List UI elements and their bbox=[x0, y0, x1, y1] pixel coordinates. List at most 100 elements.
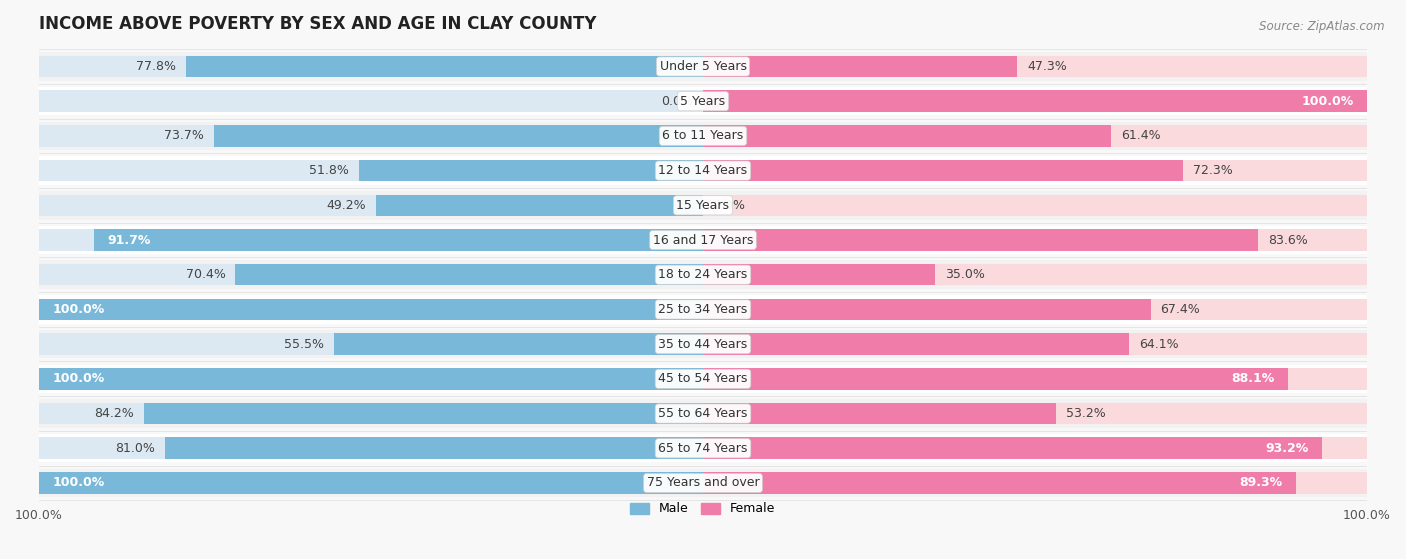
Bar bbox=[39, 295, 1367, 324]
Bar bbox=[39, 438, 703, 459]
Bar bbox=[235, 264, 703, 286]
Bar bbox=[703, 299, 1150, 320]
Bar bbox=[703, 264, 1367, 286]
Bar bbox=[703, 229, 1367, 251]
Bar bbox=[703, 299, 1367, 320]
Text: 61.4%: 61.4% bbox=[1121, 129, 1160, 143]
Text: 51.8%: 51.8% bbox=[309, 164, 349, 177]
Bar bbox=[39, 403, 703, 424]
Bar bbox=[703, 56, 1367, 77]
Text: 45 to 54 Years: 45 to 54 Years bbox=[658, 372, 748, 385]
Text: 25 to 34 Years: 25 to 34 Years bbox=[658, 303, 748, 316]
Bar bbox=[39, 226, 1367, 254]
Bar bbox=[703, 438, 1322, 459]
Bar bbox=[39, 299, 703, 320]
Text: INCOME ABOVE POVERTY BY SEX AND AGE IN CLAY COUNTY: INCOME ABOVE POVERTY BY SEX AND AGE IN C… bbox=[39, 15, 596, 33]
Text: 67.4%: 67.4% bbox=[1160, 303, 1201, 316]
Bar bbox=[39, 191, 1367, 220]
Text: 83.6%: 83.6% bbox=[1268, 234, 1308, 247]
Text: 75 Years and over: 75 Years and over bbox=[647, 476, 759, 490]
Text: 35 to 44 Years: 35 to 44 Years bbox=[658, 338, 748, 350]
Bar bbox=[39, 195, 703, 216]
Bar bbox=[703, 56, 1017, 77]
Text: 73.7%: 73.7% bbox=[163, 129, 204, 143]
Bar bbox=[39, 122, 1367, 150]
Legend: Male, Female: Male, Female bbox=[626, 498, 780, 520]
Bar bbox=[39, 260, 1367, 289]
Text: 72.3%: 72.3% bbox=[1194, 164, 1233, 177]
Text: 70.4%: 70.4% bbox=[186, 268, 225, 281]
Text: 0.0%: 0.0% bbox=[713, 199, 745, 212]
Bar bbox=[214, 125, 703, 146]
Text: 65 to 74 Years: 65 to 74 Years bbox=[658, 442, 748, 455]
Bar bbox=[39, 52, 1367, 80]
Bar bbox=[703, 264, 935, 286]
Text: 12 to 14 Years: 12 to 14 Years bbox=[658, 164, 748, 177]
Bar bbox=[377, 195, 703, 216]
Bar bbox=[703, 333, 1367, 355]
Text: 93.2%: 93.2% bbox=[1265, 442, 1309, 455]
Bar bbox=[39, 125, 703, 146]
Bar bbox=[39, 157, 1367, 185]
Bar bbox=[39, 56, 703, 77]
Text: Under 5 Years: Under 5 Years bbox=[659, 60, 747, 73]
Text: 49.2%: 49.2% bbox=[326, 199, 367, 212]
Bar bbox=[703, 91, 1367, 112]
Bar bbox=[39, 160, 703, 181]
Bar bbox=[94, 229, 703, 251]
Text: 47.3%: 47.3% bbox=[1026, 60, 1067, 73]
Text: 89.3%: 89.3% bbox=[1240, 476, 1282, 490]
Text: 84.2%: 84.2% bbox=[94, 407, 134, 420]
Bar bbox=[39, 264, 703, 286]
Bar bbox=[703, 125, 1111, 146]
Text: 64.1%: 64.1% bbox=[1139, 338, 1178, 350]
Bar bbox=[703, 160, 1367, 181]
Bar bbox=[703, 195, 1367, 216]
Bar bbox=[703, 403, 1056, 424]
Text: 0.0%: 0.0% bbox=[661, 94, 693, 108]
Bar bbox=[703, 229, 1258, 251]
Bar bbox=[39, 229, 703, 251]
Bar bbox=[39, 364, 1367, 393]
Bar bbox=[703, 125, 1367, 146]
Bar bbox=[39, 469, 1367, 497]
Text: 5 Years: 5 Years bbox=[681, 94, 725, 108]
Text: 100.0%: 100.0% bbox=[1302, 94, 1354, 108]
Bar bbox=[39, 87, 1367, 115]
Bar bbox=[143, 403, 703, 424]
Bar bbox=[39, 399, 1367, 428]
Bar bbox=[39, 434, 1367, 462]
Bar bbox=[39, 91, 703, 112]
Bar bbox=[165, 438, 703, 459]
Text: 18 to 24 Years: 18 to 24 Years bbox=[658, 268, 748, 281]
Bar bbox=[703, 472, 1296, 494]
Text: 100.0%: 100.0% bbox=[52, 476, 104, 490]
Bar bbox=[187, 56, 703, 77]
Text: 15 Years: 15 Years bbox=[676, 199, 730, 212]
Text: Source: ZipAtlas.com: Source: ZipAtlas.com bbox=[1260, 20, 1385, 32]
Bar bbox=[703, 472, 1367, 494]
Bar bbox=[703, 368, 1288, 390]
Text: 100.0%: 100.0% bbox=[52, 372, 104, 385]
Bar bbox=[703, 438, 1367, 459]
Text: 100.0%: 100.0% bbox=[52, 303, 104, 316]
Text: 55.5%: 55.5% bbox=[284, 338, 325, 350]
Bar bbox=[335, 333, 703, 355]
Bar bbox=[39, 472, 703, 494]
Text: 53.2%: 53.2% bbox=[1066, 407, 1107, 420]
Bar bbox=[703, 91, 1367, 112]
Bar bbox=[39, 472, 703, 494]
Bar bbox=[39, 368, 703, 390]
Text: 81.0%: 81.0% bbox=[115, 442, 155, 455]
Bar bbox=[703, 333, 1129, 355]
Bar bbox=[703, 403, 1367, 424]
Text: 35.0%: 35.0% bbox=[945, 268, 986, 281]
Text: 16 and 17 Years: 16 and 17 Years bbox=[652, 234, 754, 247]
Bar bbox=[703, 160, 1182, 181]
Text: 91.7%: 91.7% bbox=[107, 234, 150, 247]
Text: 88.1%: 88.1% bbox=[1232, 372, 1275, 385]
Bar bbox=[359, 160, 703, 181]
Bar bbox=[703, 368, 1367, 390]
Bar bbox=[39, 299, 703, 320]
Bar bbox=[39, 330, 1367, 358]
